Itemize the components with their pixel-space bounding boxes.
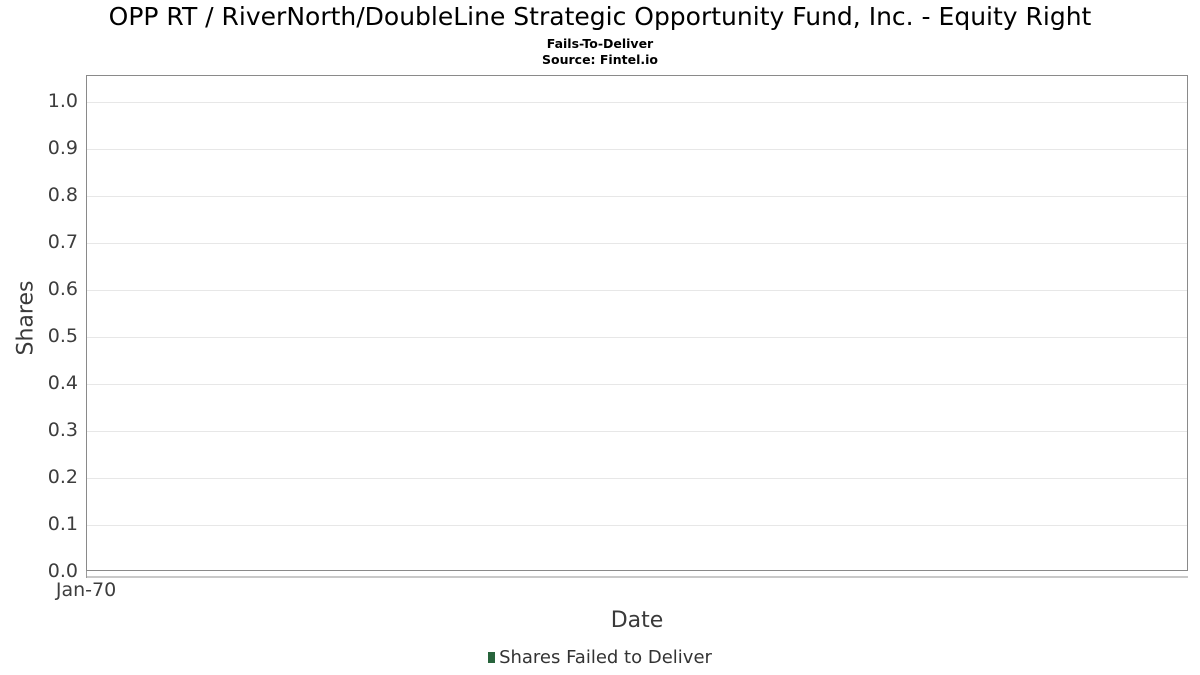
gridline	[87, 524, 1187, 526]
chart-source: Source: Fintel.io	[542, 52, 658, 67]
y-tick-label: 0.9	[47, 137, 78, 159]
y-tick-label: 0.6	[47, 278, 78, 300]
gridline	[87, 477, 1187, 479]
gridline	[87, 289, 1187, 291]
y-axis-labels: 0.0 0.1 0.2 0.3 0.4 0.5 0.6 0.7 0.8 0.9 1.0	[0, 75, 78, 582]
x-axis-tick	[85, 571, 87, 578]
legend-label: Shares Failed to Deliver	[499, 647, 712, 668]
y-tick-label: 0.0	[47, 560, 78, 582]
legend-item-shares-failed-to-deliver[interactable]: Shares Failed to Deliver	[488, 647, 712, 668]
gridline	[87, 336, 1187, 338]
gridline	[87, 383, 1187, 385]
legend-marker-square-icon	[488, 652, 496, 663]
chart-subtitle: Fails-To-Deliver	[546, 36, 654, 51]
gridline	[87, 430, 1187, 432]
y-tick-label: 0.1	[47, 513, 78, 535]
plot-area[interactable]	[86, 75, 1188, 571]
y-tick-label: 0.4	[47, 372, 78, 394]
gridline	[87, 195, 1187, 197]
gridline	[87, 242, 1187, 244]
x-axis-title: Date	[610, 608, 664, 633]
gridline	[87, 148, 1187, 150]
gridline	[87, 101, 1187, 103]
x-tick-label: Jan-70	[55, 579, 117, 601]
y-tick-label: 0.5	[47, 325, 78, 347]
chart-title: OPP RT / RiverNorth/DoubleLine Strategic…	[108, 2, 1092, 31]
y-tick-label: 0.7	[47, 231, 78, 253]
y-tick-label: 0.8	[47, 184, 78, 206]
legend: Shares Failed to Deliver	[0, 647, 1200, 668]
y-tick-label: 0.2	[47, 466, 78, 488]
x-axis-line	[86, 576, 1188, 578]
y-tick-label: 0.3	[47, 419, 78, 441]
y-tick-label: 1.0	[47, 90, 78, 112]
